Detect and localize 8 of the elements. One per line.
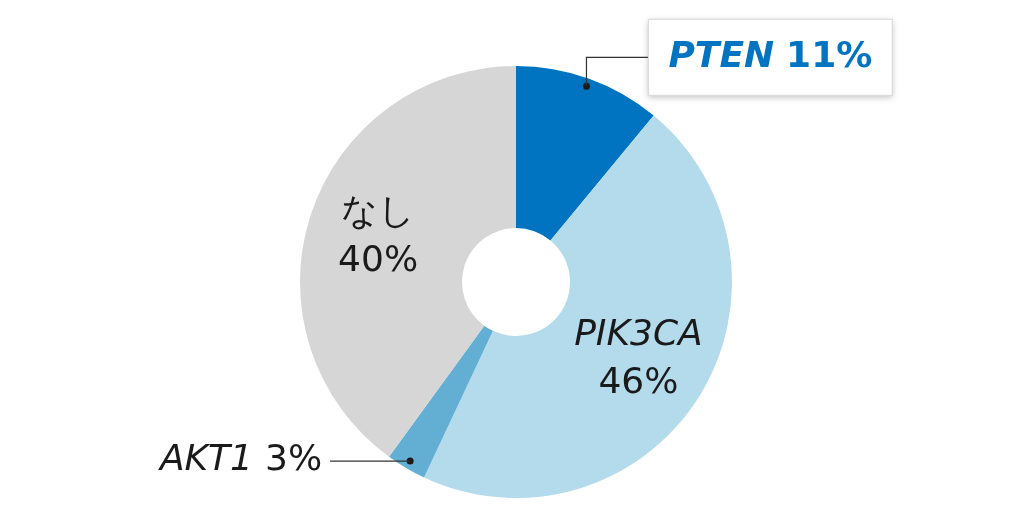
slice-label: なし (341, 189, 416, 231)
data-label: 40% (338, 237, 419, 279)
slice-label: AKT1 (157, 437, 254, 479)
slice-label: PTEN (668, 33, 775, 75)
data-label: 11% (786, 33, 873, 75)
slice-label: PIK3CA (574, 312, 703, 354)
data-label: 3% (265, 437, 323, 479)
data-label: 46% (598, 360, 679, 402)
